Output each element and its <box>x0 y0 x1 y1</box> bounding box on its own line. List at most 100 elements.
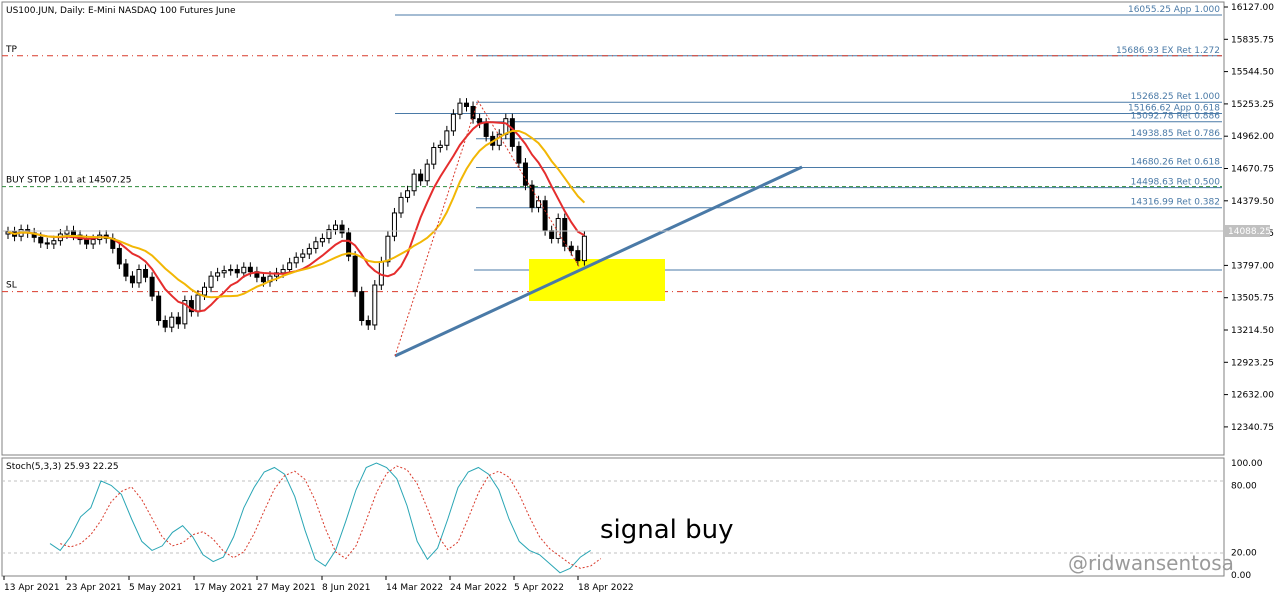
candle-body <box>339 224 345 234</box>
candle-body <box>300 253 306 258</box>
candle-body <box>306 247 312 255</box>
candle-body <box>228 269 234 272</box>
price-tick-label: 14962.00 <box>1231 132 1274 142</box>
fibonacci-levels: 16055.25 App 1.000 15686.93 EX Ret 1.272 1… <box>395 5 1222 271</box>
candle-body <box>129 275 135 284</box>
price-tick-label: 13214.50 <box>1231 326 1274 336</box>
candle-body <box>202 286 207 296</box>
price-tick-label: 15253.25 <box>1231 100 1274 110</box>
tp-label: TP <box>5 45 17 55</box>
candle-body <box>287 262 293 271</box>
candle-body <box>188 300 194 313</box>
stochastic-axis: 100.00 80.00 20.00 0.00 <box>1231 459 1263 581</box>
candle-body <box>431 147 437 165</box>
stoch-signal-line <box>60 465 602 569</box>
candle-body <box>391 212 397 237</box>
candle-body <box>346 232 352 257</box>
candle-body <box>247 266 253 273</box>
fib-level-label: 16055.25 App 1.000 <box>1128 5 1220 15</box>
time-axis-label: 23 Apr 2021 <box>66 583 122 593</box>
fib-zigzag-line <box>394 99 581 357</box>
candle-body <box>483 122 489 137</box>
slow-ma-line <box>7 130 586 299</box>
candle-body <box>568 245 574 252</box>
stochastic-label: Stoch(5,3,3) 25.93 22.25 <box>6 462 119 472</box>
candle-body <box>182 300 188 325</box>
stoch-tick-label: 0.00 <box>1231 571 1251 581</box>
candle-body <box>195 294 201 313</box>
price-tick-label: 14670.75 <box>1231 165 1274 175</box>
candle-body <box>359 291 365 322</box>
time-axis-label: 8 Jun 2021 <box>322 583 370 593</box>
candle-body <box>398 196 404 214</box>
candle-body <box>352 255 358 293</box>
candle-body <box>123 263 129 277</box>
candle-body <box>562 217 568 247</box>
candle-body <box>418 173 424 182</box>
candle-body <box>470 105 476 120</box>
stoch-tick-label: 100.00 <box>1231 459 1263 469</box>
candle-body <box>522 162 528 186</box>
stoch-main-line <box>49 462 591 574</box>
price-tick-label: 13505.75 <box>1231 294 1274 304</box>
time-axis-label: 5 Apr 2022 <box>514 583 564 593</box>
candle-body <box>405 190 411 198</box>
candle-body <box>549 230 555 239</box>
time-axis: 13 Apr 2021 23 Apr 2021 5 May 2021 17 May 2… <box>3 576 634 593</box>
candle-body <box>169 316 175 328</box>
candle-body <box>149 276 155 297</box>
fib-level-label: 14938.85 Ret 0.786 <box>1131 129 1221 139</box>
time-axis-label: 14 Mar 2022 <box>386 583 443 593</box>
stochastic-frame <box>1 457 1225 577</box>
candle-body <box>234 269 240 274</box>
candle-body <box>84 239 90 245</box>
fib-level-label: 15166.62 App 0.618 <box>1128 104 1220 114</box>
candle-body <box>221 270 227 274</box>
candle-body <box>542 200 548 232</box>
chart-title: US100.JUN, Daily: E-Mini NASDAQ 100 Futu… <box>6 6 236 16</box>
candle-body <box>372 284 378 326</box>
candle-body <box>437 144 443 149</box>
candle-body <box>175 316 181 325</box>
candle-body <box>215 272 221 277</box>
candle-body <box>208 275 214 288</box>
fib-level-label: 15268.25 Ret 1.000 <box>1131 92 1221 102</box>
candle-body <box>444 130 450 146</box>
fib-level-label: 14316.99 Ret 0.382 <box>1131 198 1220 208</box>
candle-body <box>385 235 391 263</box>
watermark: @ridwansentosa <box>1068 551 1234 575</box>
candle-body <box>260 276 266 283</box>
candle-body <box>44 242 50 245</box>
main-chart-frame <box>1 1 1225 456</box>
candle-body <box>575 250 581 262</box>
fib-level-label: 15686.93 EX Ret 1.272 <box>1116 46 1220 56</box>
candle-body <box>411 173 417 192</box>
candle-body <box>38 236 44 244</box>
candle-body <box>313 241 319 249</box>
signal-zone-highlight <box>529 259 665 301</box>
fib-level-label: 15092.78 Ret 0.886 <box>1131 112 1221 122</box>
price-tick-label: 16127.00 <box>1231 3 1274 13</box>
candle-body <box>280 269 286 274</box>
stoch-tick-label: 80.00 <box>1231 481 1257 491</box>
time-axis-label: 17 May 2021 <box>194 583 253 593</box>
candle-body <box>333 224 338 231</box>
candle-body <box>581 235 587 262</box>
fib-level-label: 14498.63 Ret 0.500 <box>1131 178 1221 188</box>
buy-stop-label: BUY STOP 1.01 at 14507.25 <box>6 176 131 186</box>
candle-body <box>529 184 535 208</box>
price-tick-label: 12340.75 <box>1231 423 1274 433</box>
candle-body <box>162 320 168 328</box>
sl-label: SL <box>6 281 17 291</box>
candle-body <box>516 145 522 164</box>
price-axis: 16127.00 15835.75 15544.50 15253.25 14962.00… <box>1224 3 1274 433</box>
candle-body <box>450 113 456 132</box>
candle-body <box>536 200 542 208</box>
time-axis-label: 18 Apr 2022 <box>578 583 634 593</box>
moving-averages <box>7 121 586 313</box>
price-tick-label: 15544.50 <box>1231 68 1274 78</box>
candle-body <box>464 102 469 107</box>
trendline[interactable] <box>394 165 803 358</box>
